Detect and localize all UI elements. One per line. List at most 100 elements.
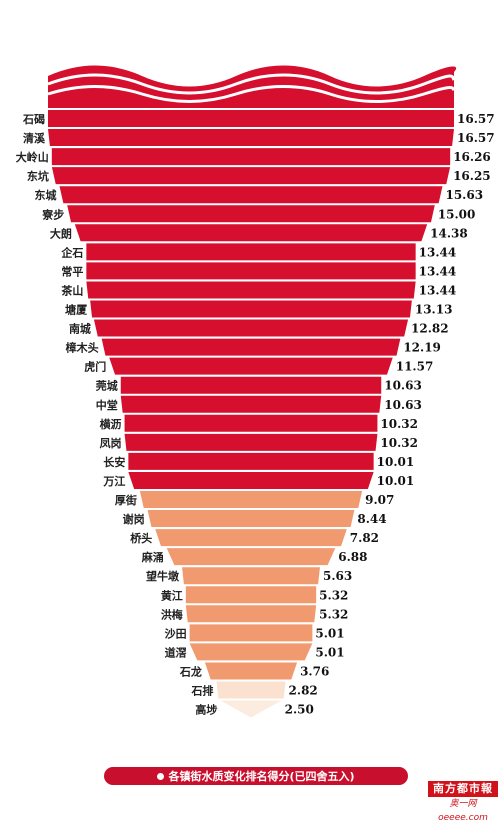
bar-望牛墩 bbox=[182, 567, 320, 585]
bar-塘厦 bbox=[90, 300, 412, 318]
bar-石碣 bbox=[48, 110, 454, 127]
bar-横沥 bbox=[124, 414, 378, 432]
bar-南城 bbox=[93, 319, 409, 337]
category-label: 石排 bbox=[190, 684, 213, 698]
value-label: 10.01 bbox=[377, 455, 415, 469]
value-label: 3.76 bbox=[300, 664, 329, 678]
bar-寮步 bbox=[67, 205, 435, 223]
category-label: 莞城 bbox=[95, 379, 118, 393]
bar-洪梅 bbox=[185, 605, 317, 623]
newspaper-logo: 南方都市報 奥一网oeeee.com bbox=[428, 781, 498, 823]
bar-沙田 bbox=[189, 624, 313, 642]
category-label: 东坑 bbox=[27, 169, 49, 183]
category-label: 东城 bbox=[35, 188, 57, 202]
bar-高埗 bbox=[220, 700, 282, 718]
category-label: 塘厦 bbox=[65, 303, 88, 317]
wave-line bbox=[47, 73, 456, 95]
category-label: 望牛墩 bbox=[146, 569, 180, 583]
category-label: 大朗 bbox=[50, 226, 72, 240]
bar-东城 bbox=[59, 186, 443, 204]
category-label: 南城 bbox=[69, 322, 91, 336]
bar-万江 bbox=[128, 471, 374, 489]
bar-茶山 bbox=[86, 281, 416, 299]
bar-大岭山 bbox=[51, 148, 451, 166]
value-label: 16.57 bbox=[457, 131, 495, 145]
bar-东坑 bbox=[51, 167, 451, 185]
value-label: 5.01 bbox=[315, 626, 344, 640]
bar-石龙 bbox=[204, 662, 298, 680]
value-label: 2.82 bbox=[289, 684, 318, 698]
value-label: 5.32 bbox=[319, 588, 348, 602]
value-label: 10.63 bbox=[384, 379, 422, 393]
value-label: 15.63 bbox=[445, 188, 483, 202]
category-label: 清溪 bbox=[23, 131, 46, 145]
bullet-icon bbox=[157, 772, 165, 780]
category-label: 石龙 bbox=[179, 664, 202, 678]
wave-line bbox=[47, 85, 456, 103]
value-label: 10.01 bbox=[377, 474, 415, 488]
bar-企石 bbox=[86, 243, 416, 261]
category-label: 黄江 bbox=[161, 588, 183, 602]
category-label: 沙田 bbox=[165, 627, 187, 640]
bar-桥头 bbox=[155, 529, 347, 547]
category-label: 高埗 bbox=[195, 703, 217, 717]
category-label: 道滘 bbox=[165, 645, 187, 659]
category-label: 洪梅 bbox=[161, 607, 183, 621]
category-label: 谢岗 bbox=[123, 512, 145, 526]
value-label: 6.88 bbox=[338, 550, 367, 564]
value-label: 13.44 bbox=[419, 245, 457, 259]
bar-石排 bbox=[216, 681, 286, 699]
category-label: 麻涌 bbox=[141, 550, 164, 564]
category-label: 茶山 bbox=[60, 283, 83, 297]
category-label: 凤岗 bbox=[100, 436, 122, 450]
bar-凤岗 bbox=[124, 433, 378, 451]
chart-title: 各镇街水质变化排名得分(已四舍五入) bbox=[168, 770, 355, 783]
category-label: 企石 bbox=[60, 245, 83, 259]
category-label: 石碣 bbox=[22, 113, 45, 126]
category-label: 桥头 bbox=[130, 531, 152, 545]
logo-site: 奥一网oeeee.com bbox=[438, 799, 488, 823]
value-label: 8.44 bbox=[357, 512, 386, 526]
bar-谢岗 bbox=[147, 510, 355, 528]
value-label: 13.13 bbox=[415, 303, 453, 317]
bar-莞城 bbox=[120, 376, 382, 394]
category-label: 常平 bbox=[61, 264, 83, 278]
value-label: 5.01 bbox=[315, 645, 344, 659]
category-label: 横沥 bbox=[100, 417, 122, 431]
category-label: 中堂 bbox=[96, 398, 118, 412]
logo-name: 南方都市報 bbox=[428, 781, 498, 797]
value-label: 11.57 bbox=[396, 360, 434, 374]
value-label: 10.32 bbox=[380, 417, 418, 431]
category-label: 万江 bbox=[102, 474, 125, 488]
bar-长安 bbox=[128, 452, 374, 470]
value-label: 15.00 bbox=[438, 207, 476, 221]
bar-中堂 bbox=[120, 395, 382, 413]
legend-caption: 各镇街水质变化排名得分(已四舍五入) bbox=[104, 767, 408, 785]
value-label: 16.57 bbox=[457, 112, 495, 126]
bar-厚街 bbox=[139, 491, 363, 508]
value-label: 10.32 bbox=[380, 436, 418, 450]
bar-清溪 bbox=[48, 129, 454, 147]
value-label: 5.63 bbox=[323, 569, 352, 583]
bar-虎门 bbox=[109, 357, 393, 375]
value-label: 9.07 bbox=[365, 493, 394, 507]
category-label: 厚街 bbox=[115, 493, 137, 507]
bar-麻涌 bbox=[166, 548, 336, 566]
category-label: 虎门 bbox=[84, 360, 106, 374]
value-label: 10.63 bbox=[384, 398, 422, 412]
value-label: 2.50 bbox=[285, 703, 314, 717]
value-label: 5.32 bbox=[319, 607, 348, 621]
value-label: 12.82 bbox=[411, 322, 449, 336]
value-label: 13.44 bbox=[419, 283, 457, 297]
value-label: 14.38 bbox=[430, 226, 468, 240]
bar-黄江 bbox=[185, 586, 317, 604]
value-label: 13.44 bbox=[419, 264, 457, 278]
value-label: 12.19 bbox=[403, 341, 441, 355]
category-label: 寮步 bbox=[41, 207, 64, 221]
value-label: 16.25 bbox=[453, 169, 491, 183]
bar-常平 bbox=[86, 262, 416, 280]
bar-大朗 bbox=[74, 224, 428, 242]
category-label: 大岭山 bbox=[16, 150, 49, 164]
value-label: 7.82 bbox=[350, 531, 379, 545]
